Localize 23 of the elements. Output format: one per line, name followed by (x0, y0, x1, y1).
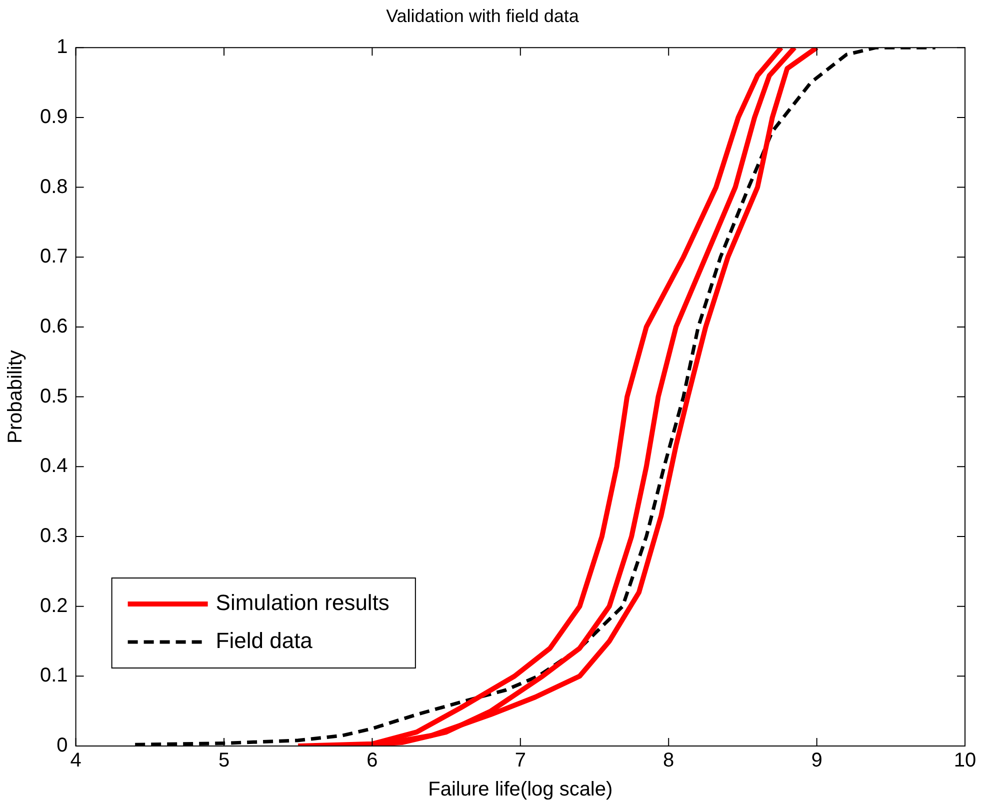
y-tick-label: 0.6 (40, 315, 68, 338)
y-tick-label: 0.5 (40, 385, 68, 408)
y-tick-label: 0.2 (40, 594, 68, 617)
chart-title: Validation with field data (386, 6, 580, 26)
y-axis-title: Probability (4, 350, 27, 444)
y-tick-label: 1 (56, 36, 68, 58)
y-tick-label: 0 (56, 734, 68, 757)
y-tick-label: 0.8 (40, 176, 68, 198)
legend-label: Field data (216, 628, 314, 654)
y-tick-label: 0.9 (40, 106, 68, 128)
x-tick-label: 10 (954, 750, 976, 772)
y-tick-label: 0.1 (40, 664, 68, 687)
y-tick-label: 0.4 (40, 455, 68, 478)
x-tick-label: 6 (366, 750, 378, 772)
x-tick-label: 9 (811, 750, 822, 772)
x-tick-label: 8 (663, 750, 674, 772)
x-tick-label: 5 (218, 750, 230, 772)
y-tick-label: 0.3 (40, 524, 68, 547)
x-axis-title: Failure life(log scale) (428, 778, 613, 801)
x-tick-label: 4 (70, 750, 82, 772)
legend-label: Simulation results (216, 590, 390, 616)
y-tick-label: 0.7 (40, 246, 68, 268)
x-tick-label: 7 (514, 750, 526, 772)
